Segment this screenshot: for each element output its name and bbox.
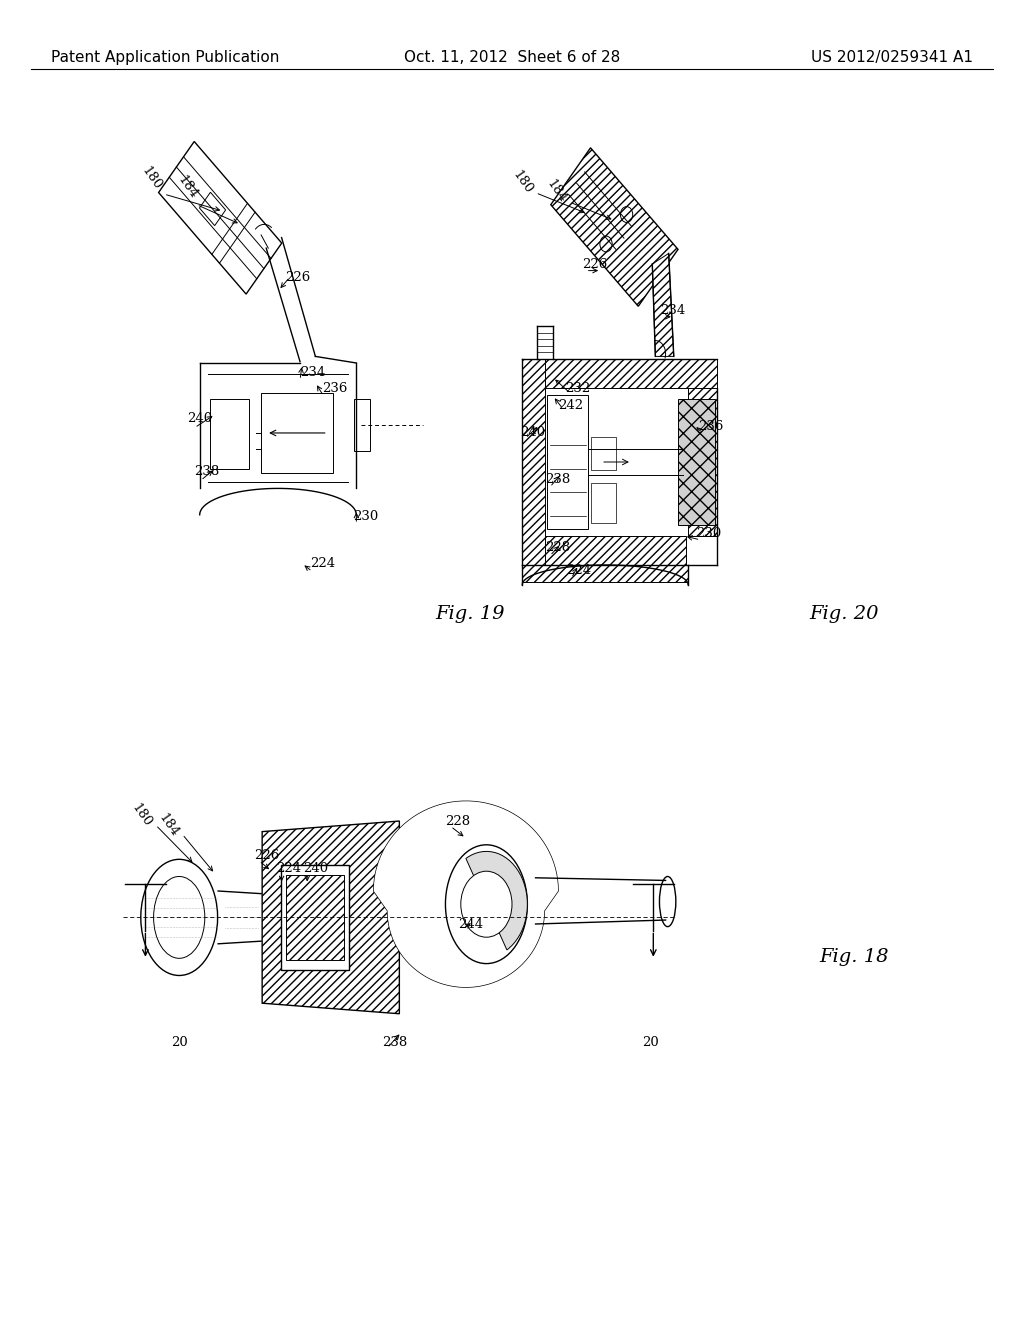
Bar [591,437,616,470]
Text: 180: 180 [129,801,154,830]
Text: 226: 226 [582,257,607,271]
Text: Fig. 20: Fig. 20 [809,605,879,623]
Text: 238: 238 [382,1036,408,1049]
Text: 228: 228 [545,541,570,554]
Ellipse shape [140,859,217,975]
Text: 236: 236 [323,381,348,395]
Ellipse shape [445,845,527,964]
Polygon shape [652,253,674,356]
Bar [281,865,349,970]
Text: Oct. 11, 2012  Sheet 6 of 28: Oct. 11, 2012 Sheet 6 of 28 [403,50,621,65]
Text: 236: 236 [698,420,724,433]
Polygon shape [522,536,686,565]
Text: 238: 238 [195,465,220,478]
Text: 184: 184 [175,173,200,202]
Bar [678,399,715,525]
Text: Fig. 19: Fig. 19 [435,605,505,623]
Ellipse shape [659,876,676,927]
Bar [210,399,249,469]
Text: 20: 20 [171,1036,187,1049]
Text: 234: 234 [300,366,326,379]
Text: 224: 224 [566,564,592,577]
Text: 230: 230 [696,527,722,540]
Bar [591,483,616,523]
Polygon shape [522,565,688,582]
Bar [261,393,333,473]
Text: 226: 226 [254,849,280,862]
Polygon shape [262,821,399,1014]
Polygon shape [551,148,678,306]
Text: 20: 20 [642,1036,658,1049]
Text: 230: 230 [353,510,379,523]
Text: 242: 242 [558,399,584,412]
Text: Patent Application Publication: Patent Application Publication [51,50,280,65]
Polygon shape [522,359,545,565]
Text: 240: 240 [187,412,213,425]
Text: 184: 184 [544,177,568,206]
Bar [286,875,344,960]
Polygon shape [522,359,717,388]
Text: 184: 184 [157,810,181,840]
Text: US 2012/0259341 A1: US 2012/0259341 A1 [811,50,973,65]
Text: Fig. 18: Fig. 18 [819,948,889,966]
Text: 226: 226 [285,271,310,284]
Text: 228: 228 [445,814,471,828]
Text: 180: 180 [510,168,535,197]
Bar [354,399,370,451]
Text: 240: 240 [520,426,546,440]
Polygon shape [688,388,717,536]
Text: 224: 224 [310,557,336,570]
Text: 240: 240 [303,862,329,875]
Circle shape [461,871,512,937]
Text: 238: 238 [545,473,570,486]
Polygon shape [374,801,558,987]
Text: 224: 224 [276,862,302,875]
Text: 180: 180 [139,164,164,193]
Bar [547,395,588,529]
Text: 244: 244 [458,917,483,931]
Polygon shape [374,801,558,987]
Text: 234: 234 [660,304,686,317]
Wedge shape [466,851,527,950]
Text: 232: 232 [565,381,591,395]
